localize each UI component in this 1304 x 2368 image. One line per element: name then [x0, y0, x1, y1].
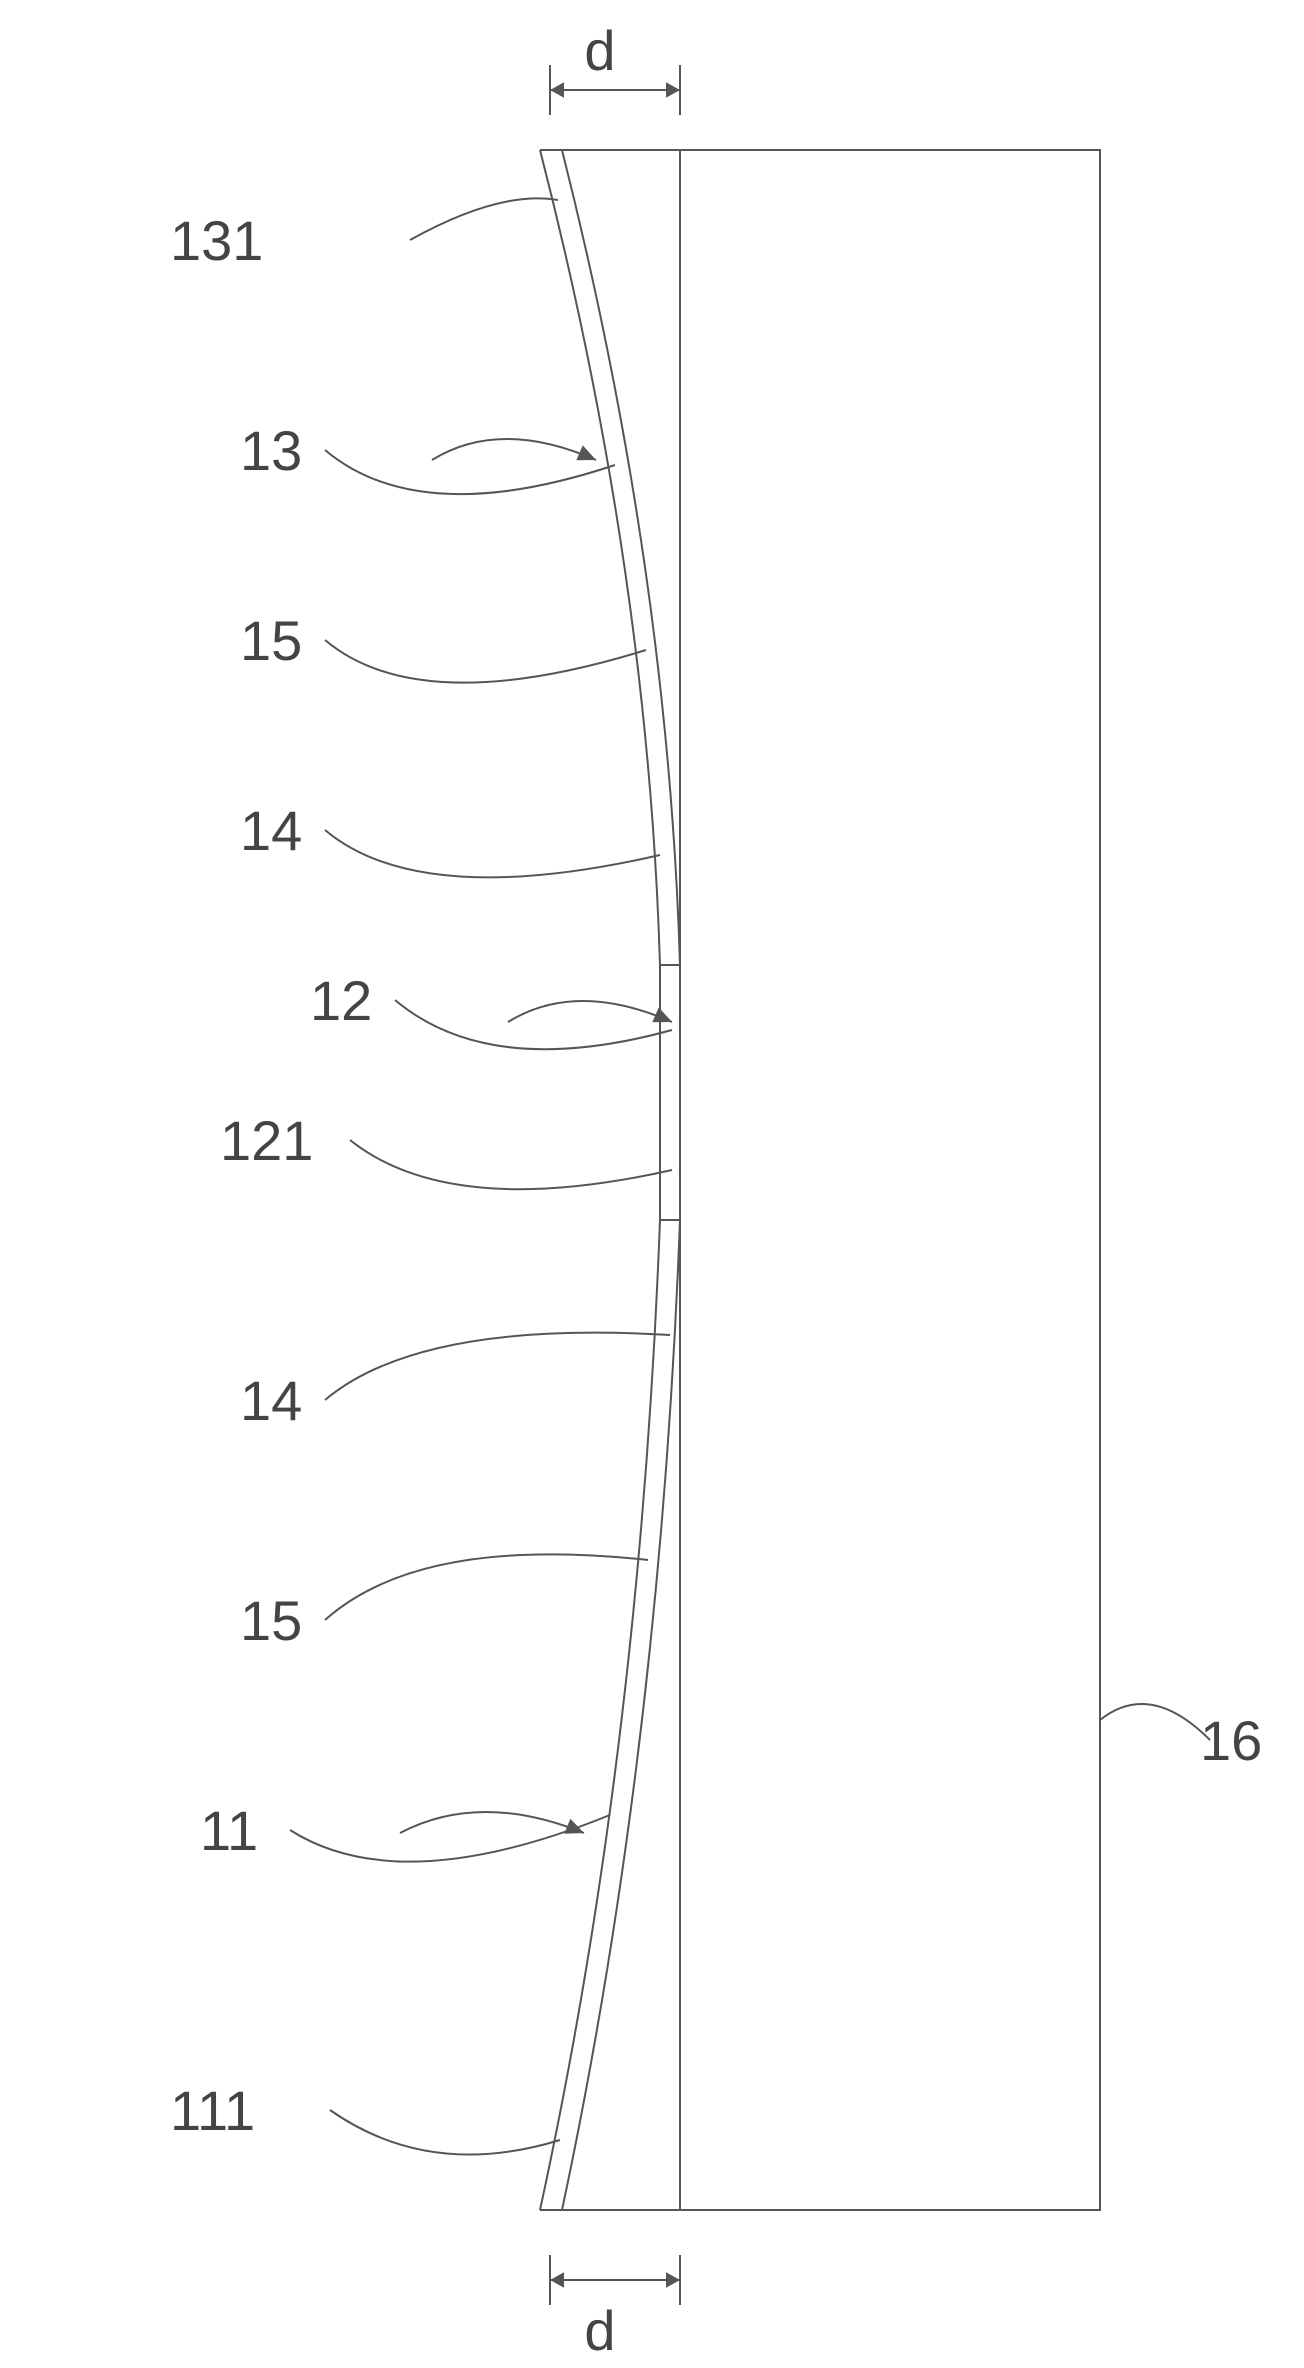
- label-15: 15: [240, 1589, 302, 1652]
- dim-d-bot-label: d: [584, 2299, 615, 2362]
- inner-top-curve: [562, 150, 680, 965]
- dim-d-bot-arrow-r: [666, 2272, 680, 2288]
- leader-6: [325, 1333, 670, 1400]
- label-14: 14: [240, 1369, 302, 1432]
- label-11: 11: [200, 1799, 258, 1862]
- leader-3: [325, 830, 660, 877]
- dim-d-bot-arrow-l: [550, 2272, 564, 2288]
- leader-7: [325, 1554, 648, 1620]
- outer-top-curve: [540, 150, 660, 965]
- label-14: 14: [240, 799, 302, 862]
- arrow-leader-2: [400, 1812, 584, 1833]
- leader-8: [290, 1815, 610, 1862]
- technical-diagram: dd1311315141212114151111116: [0, 0, 1304, 2368]
- arrow-leader-0: [432, 439, 596, 460]
- inner-bot-curve: [562, 1220, 680, 2210]
- label-12: 12: [310, 969, 372, 1032]
- dim-d-top-label: d: [584, 19, 615, 82]
- leader-2: [325, 640, 646, 683]
- label-16: 16: [1200, 1709, 1262, 1772]
- label-15: 15: [240, 609, 302, 672]
- leader-1: [325, 450, 615, 494]
- arrow-leader-1: [508, 1001, 672, 1022]
- dim-d-top-arrow-l: [550, 82, 564, 98]
- dim-d-top-arrow-r: [666, 82, 680, 98]
- label-131: 131: [170, 209, 263, 272]
- label-111: 111: [170, 2079, 255, 2142]
- leader-9: [330, 2110, 560, 2155]
- main-rectangle: [680, 150, 1100, 2210]
- leader-5: [350, 1140, 672, 1189]
- leader-0: [410, 198, 558, 240]
- label-13: 13: [240, 419, 302, 482]
- leader-10: [1100, 1704, 1210, 1740]
- label-121: 121: [220, 1109, 313, 1172]
